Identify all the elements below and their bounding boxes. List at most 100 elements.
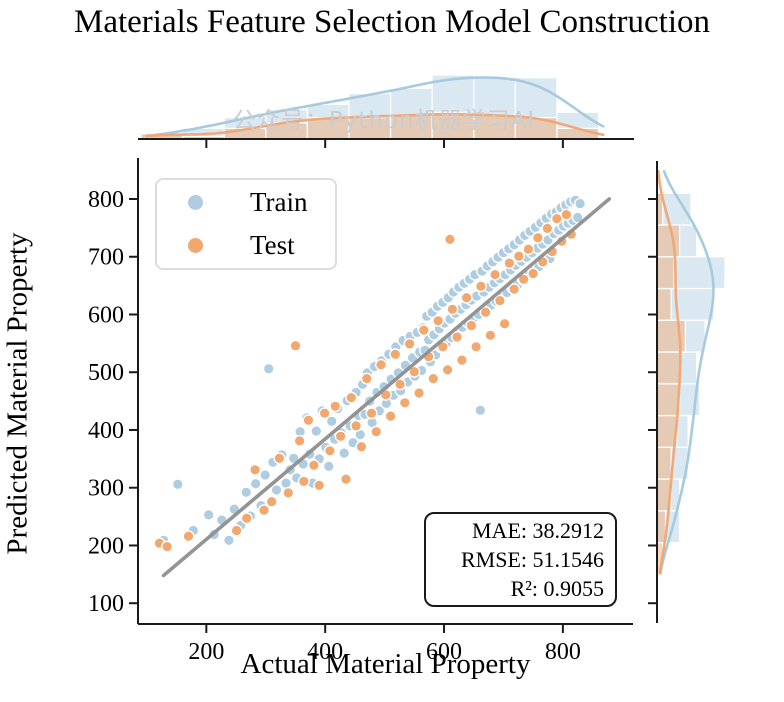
test-point — [265, 495, 278, 508]
test-hist-bar-right — [656, 287, 672, 321]
test-point — [350, 419, 363, 432]
test-point — [249, 463, 262, 476]
test-point — [541, 222, 554, 235]
test-point — [446, 303, 459, 316]
test-hist-bar — [473, 114, 516, 140]
test-point — [293, 434, 306, 447]
test-point — [240, 512, 253, 525]
test-point — [522, 243, 535, 256]
test-hist-bar — [348, 117, 392, 140]
test-point — [451, 331, 464, 344]
train-hist-bar — [306, 103, 350, 140]
test-point — [403, 337, 416, 350]
test-point — [503, 257, 516, 270]
test-point — [297, 475, 310, 488]
test-point — [432, 314, 445, 327]
test-point — [273, 452, 286, 465]
train-point — [202, 508, 215, 521]
y-tick-label: 400 — [88, 418, 124, 444]
test-hist-bar — [431, 111, 475, 140]
legend-item-train: Train — [157, 183, 335, 223]
y-tick-label: 500 — [88, 360, 124, 386]
test-point — [182, 530, 195, 543]
top-marginal-plot — [138, 74, 634, 148]
test-point — [560, 208, 573, 221]
x-tick-label: 200 — [188, 639, 224, 665]
x-tick-label: 400 — [307, 639, 343, 665]
test-point — [384, 410, 397, 423]
test-point — [417, 324, 430, 337]
test-point — [365, 407, 378, 420]
train-point — [240, 486, 253, 499]
legend-label-test: Test — [250, 229, 295, 260]
train-hist-bar — [514, 77, 558, 140]
x-axis-label: Actual Material Property — [240, 648, 531, 680]
test-point — [484, 329, 497, 342]
test-point — [398, 396, 411, 409]
test-point — [441, 363, 454, 376]
test-point — [258, 504, 271, 517]
test-point — [427, 372, 440, 385]
train-point — [171, 478, 184, 491]
train-swatch-icon — [188, 195, 203, 211]
train-point — [574, 197, 587, 210]
metric-mae: MAE: 38.2912 — [472, 518, 604, 543]
test-kde-curve-right — [657, 170, 682, 575]
test-point — [302, 414, 315, 427]
test-point — [517, 273, 530, 286]
train-point — [571, 211, 584, 224]
test-point — [307, 459, 320, 472]
test-point — [394, 378, 407, 391]
train-point — [249, 477, 262, 490]
test-point — [329, 400, 342, 413]
test-hist-bar-right — [656, 224, 681, 258]
scatter-points — [153, 194, 587, 553]
test-kde-curve — [145, 113, 605, 138]
train-kde-curve-right — [659, 170, 715, 575]
test-point — [527, 267, 540, 280]
test-point — [474, 280, 487, 293]
test-point — [413, 387, 426, 400]
train-point — [262, 362, 275, 375]
test-point — [370, 425, 383, 438]
test-point — [318, 407, 331, 420]
main-axes: 200 400 600 800 100 200 300 400 500 600 700 800 — [88, 158, 633, 665]
test-point — [465, 319, 478, 332]
test-point — [360, 372, 373, 385]
y-tick-label: 800 — [88, 187, 124, 213]
test-point — [508, 283, 521, 296]
test-hist-bar — [389, 114, 433, 140]
test-hist-bar — [306, 117, 350, 140]
y-axis-label: Predicted Material Property — [1, 232, 34, 555]
test-point — [455, 354, 468, 367]
right-marginal-plot — [648, 161, 726, 623]
test-point — [389, 348, 402, 361]
train-points — [157, 194, 587, 547]
test-point — [408, 365, 421, 378]
test-swatch-icon — [188, 237, 203, 253]
train-point — [280, 477, 293, 490]
test-point — [531, 231, 544, 244]
test-point — [289, 339, 302, 352]
train-point — [474, 404, 487, 417]
test-point — [334, 430, 347, 443]
train-point — [310, 425, 323, 438]
train-point — [259, 469, 272, 482]
test-hist-bar-right — [656, 351, 681, 385]
test-point — [313, 479, 326, 492]
figure-title: Materials Feature Selection Model Constr… — [73, 4, 711, 40]
test-point — [375, 358, 388, 371]
test-point — [460, 291, 473, 304]
test-point — [470, 340, 483, 353]
test-point — [323, 444, 336, 457]
test-point — [230, 524, 243, 537]
legend-label-train: Train — [250, 187, 308, 218]
test-point — [493, 294, 506, 307]
test-hist-bar-right — [656, 256, 675, 290]
test-point — [444, 233, 457, 246]
test-point — [355, 440, 368, 453]
legend: Train Test — [155, 178, 337, 270]
fit-line — [161, 197, 612, 578]
test-point — [282, 486, 295, 499]
